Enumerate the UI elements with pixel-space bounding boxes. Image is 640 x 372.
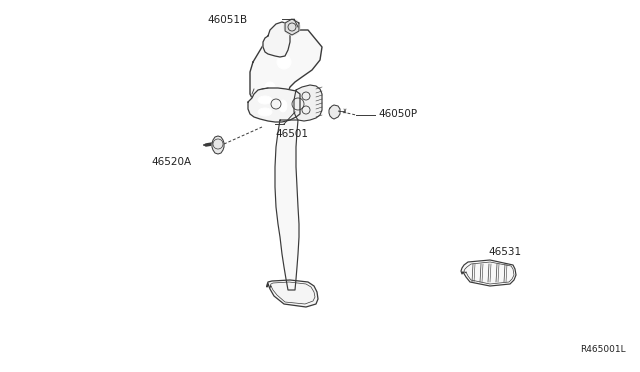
Ellipse shape: [279, 100, 287, 112]
Polygon shape: [248, 88, 300, 122]
Polygon shape: [294, 85, 322, 121]
Text: 46501: 46501: [275, 129, 308, 139]
Text: R465001L: R465001L: [580, 345, 626, 354]
Polygon shape: [329, 105, 340, 119]
Circle shape: [265, 82, 275, 92]
Circle shape: [277, 55, 291, 69]
Ellipse shape: [258, 108, 272, 116]
Polygon shape: [267, 280, 318, 307]
Text: 46531: 46531: [488, 247, 521, 257]
Polygon shape: [212, 136, 224, 154]
Polygon shape: [275, 120, 299, 290]
Polygon shape: [461, 260, 516, 286]
Text: 46520A: 46520A: [152, 157, 192, 167]
Polygon shape: [250, 30, 322, 107]
Ellipse shape: [258, 96, 272, 104]
Text: 46051B: 46051B: [208, 15, 248, 25]
Polygon shape: [263, 22, 290, 57]
Circle shape: [284, 19, 300, 35]
Text: 46050P: 46050P: [378, 109, 417, 119]
